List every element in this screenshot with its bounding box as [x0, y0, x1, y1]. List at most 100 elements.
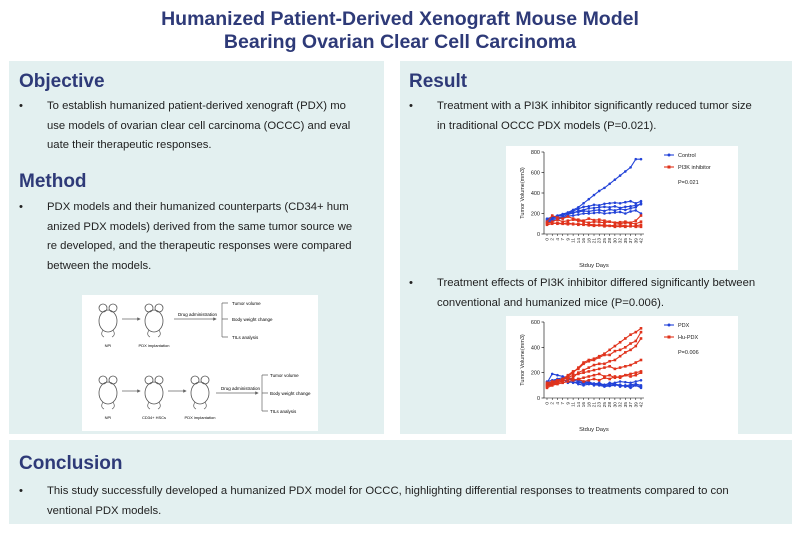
data-point: [582, 220, 585, 223]
data-point: [639, 327, 643, 330]
data-point: [634, 204, 638, 207]
data-point: [634, 344, 638, 348]
data-point: [629, 372, 632, 376]
row2-mouse3-label: PDX implantation: [185, 415, 216, 420]
data-point: [561, 220, 564, 223]
data-point: [603, 186, 606, 190]
x-tick-label: 32: [618, 402, 624, 408]
data-point: [618, 383, 622, 386]
data-point: [577, 223, 580, 227]
data-point: [639, 225, 643, 229]
x-axis-label: Stduy Days: [579, 427, 609, 433]
data-point: [582, 212, 585, 215]
data-point: [592, 382, 596, 386]
row1-mouse1-label: NPI: [105, 343, 112, 348]
x-tick-label: 2: [550, 402, 556, 405]
objective-line-3: uate their therapeutic responses.: [47, 139, 212, 151]
y-tick-label: 400: [531, 345, 540, 351]
x-tick-label: 35: [623, 402, 629, 408]
data-point: [587, 207, 591, 210]
row1-outcome-2: Body weight change: [232, 317, 273, 322]
data-point: [597, 378, 601, 382]
data-point: [608, 211, 611, 215]
data-point: [608, 206, 611, 209]
row2-outcome-1: Tumor volume: [270, 373, 299, 378]
data-point: [624, 221, 627, 225]
data-point: [592, 211, 596, 215]
data-point: [629, 199, 632, 203]
y-tick-label: 200: [531, 212, 540, 218]
data-point: [618, 174, 622, 177]
data-point: [556, 218, 559, 221]
data-point: [634, 339, 638, 343]
data-point: [592, 224, 596, 228]
row1-arrow-label: Drug administration: [178, 312, 218, 317]
data-point: [624, 200, 627, 204]
result-heading: Result: [409, 71, 468, 92]
data-point: [587, 197, 591, 201]
conclusion-line-2: ventional PDX models.: [47, 504, 162, 517]
row2-arrow-label: Drug administration: [221, 386, 261, 391]
data-point: [603, 202, 606, 206]
data-point: [618, 348, 622, 352]
data-point: [582, 376, 585, 380]
data-point: [597, 189, 601, 193]
data-point: [624, 337, 627, 340]
data-point: [629, 207, 632, 210]
data-point: [587, 375, 591, 378]
data-point: [587, 221, 591, 225]
x-tick-label: 2: [550, 238, 556, 241]
x-tick-label: 18: [586, 402, 592, 408]
data-point: [634, 219, 638, 222]
data-point: [550, 380, 554, 383]
x-tick-label: 32: [618, 238, 624, 244]
data-point: [629, 384, 632, 388]
data-point: [603, 209, 606, 213]
data-point: [597, 362, 601, 366]
data-point: [566, 376, 570, 380]
data-point: [550, 384, 554, 387]
data-point: [550, 222, 554, 226]
data-point: [587, 359, 591, 363]
data-point: [624, 346, 627, 349]
data-point: [556, 382, 559, 386]
x-tick-label: 37: [628, 402, 634, 408]
data-point: [618, 225, 622, 228]
data-point: [608, 381, 611, 385]
data-point: [608, 365, 611, 368]
legend-marker: [667, 165, 671, 169]
data-point: [608, 373, 611, 377]
data-point: [613, 225, 617, 229]
x-tick-label: 9: [565, 402, 571, 405]
data-point: [634, 225, 638, 229]
data-point: [582, 222, 585, 226]
data-point: [634, 222, 638, 226]
data-point: [582, 209, 585, 213]
data-point: [603, 225, 606, 228]
data-point: [556, 216, 559, 219]
data-point: [566, 222, 570, 226]
data-point: [618, 220, 622, 224]
result-b1-line-2: in traditional OCCC PDX models (P=0.021)…: [437, 119, 657, 132]
data-point: [597, 204, 601, 207]
data-point: [556, 373, 559, 377]
result-b2-line-2: conventional and humanized mice (P=0.006…: [437, 296, 665, 309]
data-point: [639, 358, 643, 362]
data-point: [592, 193, 596, 197]
data-point: [566, 373, 570, 377]
data-point: [618, 385, 622, 388]
row2-outcome-2: Body weight change: [270, 391, 311, 396]
data-point: [624, 170, 627, 173]
data-point: [634, 201, 638, 205]
data-point: [608, 182, 611, 186]
x-tick-label: 28: [607, 238, 613, 244]
data-point: [618, 210, 622, 214]
data-point: [618, 354, 622, 358]
y-axis-label: Tumor Volume(mm3): [520, 167, 526, 219]
x-tick-label: 14: [576, 238, 582, 244]
data-point: [571, 373, 575, 377]
legend-marker: [667, 323, 671, 327]
x-tick-label: 16: [581, 402, 587, 408]
data-point: [592, 363, 596, 367]
